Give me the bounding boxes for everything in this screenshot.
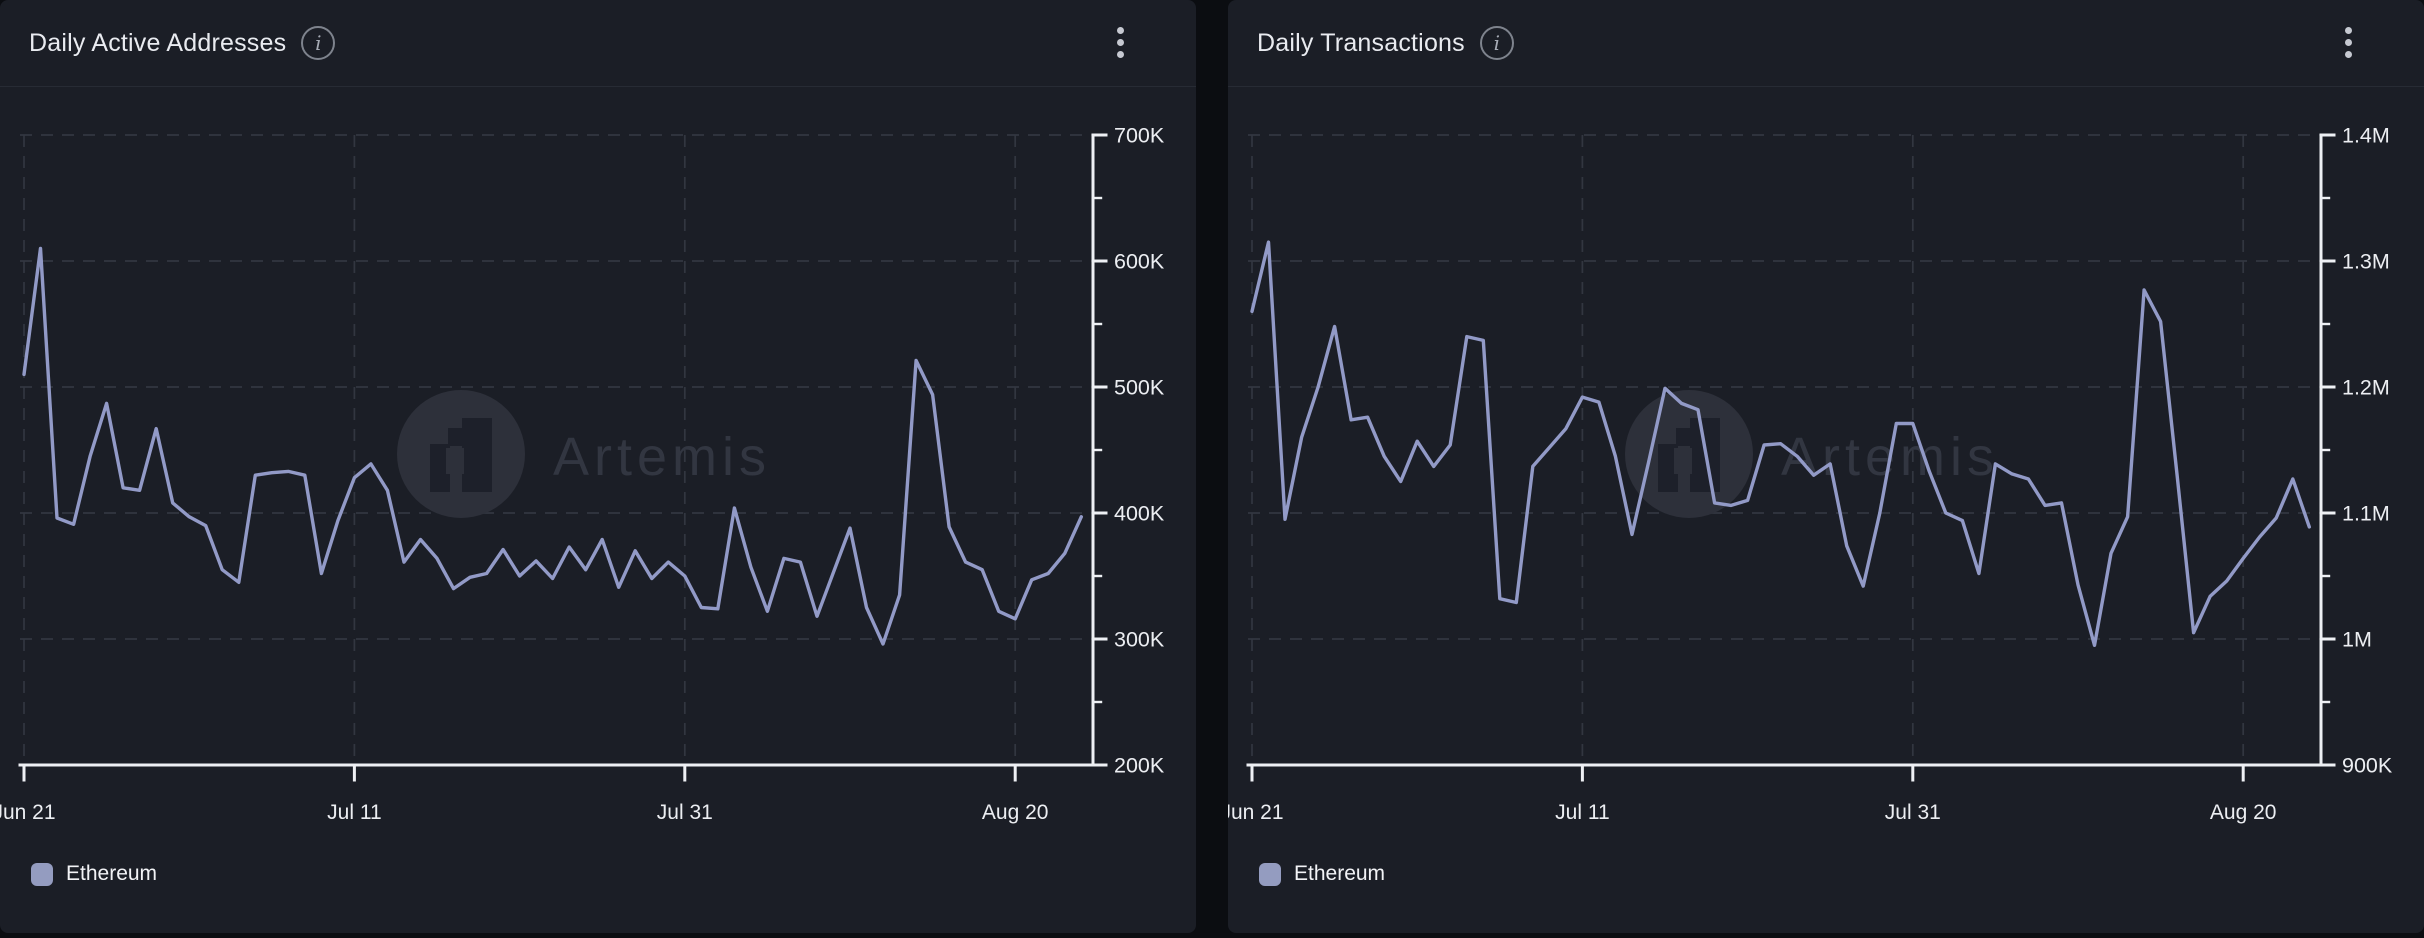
daily-active-addresses-panel: Daily Active Addresses i Artemis 700K 600K… <box>0 0 1196 933</box>
legend-label: Ethereum <box>1294 862 1386 885</box>
svg-text:1.2M: 1.2M <box>2342 376 2390 400</box>
svg-text:Jul 31: Jul 31 <box>657 801 713 824</box>
svg-text:200K: 200K <box>1114 754 1165 778</box>
legend-label: Ethereum <box>66 862 158 885</box>
svg-text:Jun 21: Jun 21 <box>1228 801 1284 824</box>
axis-labels: 1.4M 1.3M 1.2M 1.1M 1M 900K Jun 21 Jul 11 Jul 31… <box>1228 124 2393 825</box>
kebab-menu-icon[interactable] <box>2343 25 2354 60</box>
gridlines <box>1248 134 2321 765</box>
kebab-menu-icon[interactable] <box>1115 25 1126 60</box>
axis-labels: 700K 600K 500K 400K 300K 200K Jun 21 Jul 11 Jul … <box>0 124 1165 825</box>
panel-title: Daily Active Addresses <box>29 28 287 57</box>
info-icon[interactable]: i <box>1479 26 1514 60</box>
info-icon[interactable]: i <box>301 26 336 60</box>
daily-transactions-panel: Daily Transactions i Artemis 1.4M 1.3M 1.2M… <box>1228 0 2424 933</box>
series-line-ethereum[interactable] <box>1250 240 2312 647</box>
svg-text:Aug 20: Aug 20 <box>982 801 1049 824</box>
legend-item-ethereum[interactable]: Ethereum <box>1259 862 1385 886</box>
artemis-watermark: Artemis <box>1625 390 1994 518</box>
legend-item-ethereum[interactable]: Ethereum <box>31 862 157 886</box>
panel-title: Daily Transactions <box>1257 28 1465 57</box>
svg-text:300K: 300K <box>1114 628 1165 652</box>
svg-text:1.3M: 1.3M <box>2342 250 2390 274</box>
svg-text:Jul 11: Jul 11 <box>327 801 381 824</box>
daily-active-addresses-chart[interactable]: Artemis 700K 600K 500K 400K 300K 200K Jun 21 Jul… <box>0 87 1196 933</box>
svg-text:Jul 11: Jul 11 <box>1555 801 1609 824</box>
svg-text:Jul 31: Jul 31 <box>1885 801 1941 824</box>
daily-transactions-chart[interactable]: Artemis 1.4M 1.3M 1.2M 1.1M 1M 900K Jun 21 Jul 1… <box>1228 87 2424 933</box>
svg-text:1M: 1M <box>2342 628 2372 652</box>
svg-text:900K: 900K <box>2342 754 2393 778</box>
legend-swatch <box>1259 862 1281 886</box>
svg-text:Jun 21: Jun 21 <box>0 801 56 824</box>
svg-text:1.4M: 1.4M <box>2342 124 2390 148</box>
panel-header: Daily Transactions i <box>1228 0 2424 87</box>
svg-text:1.1M: 1.1M <box>2342 502 2390 526</box>
svg-text:400K: 400K <box>1114 502 1165 526</box>
svg-text:600K: 600K <box>1114 250 1165 274</box>
panel-header: Daily Active Addresses i <box>0 0 1196 87</box>
artemis-watermark: Artemis <box>397 390 771 518</box>
svg-text:Aug 20: Aug 20 <box>2210 801 2277 824</box>
svg-text:700K: 700K <box>1114 124 1165 148</box>
svg-text:500K: 500K <box>1114 376 1165 400</box>
series-line-ethereum[interactable] <box>22 246 1084 646</box>
gridlines <box>20 134 1093 765</box>
axes <box>1246 133 2336 782</box>
legend-swatch <box>31 862 53 886</box>
svg-text:Artemis: Artemis <box>553 427 771 487</box>
axes <box>18 133 1108 782</box>
